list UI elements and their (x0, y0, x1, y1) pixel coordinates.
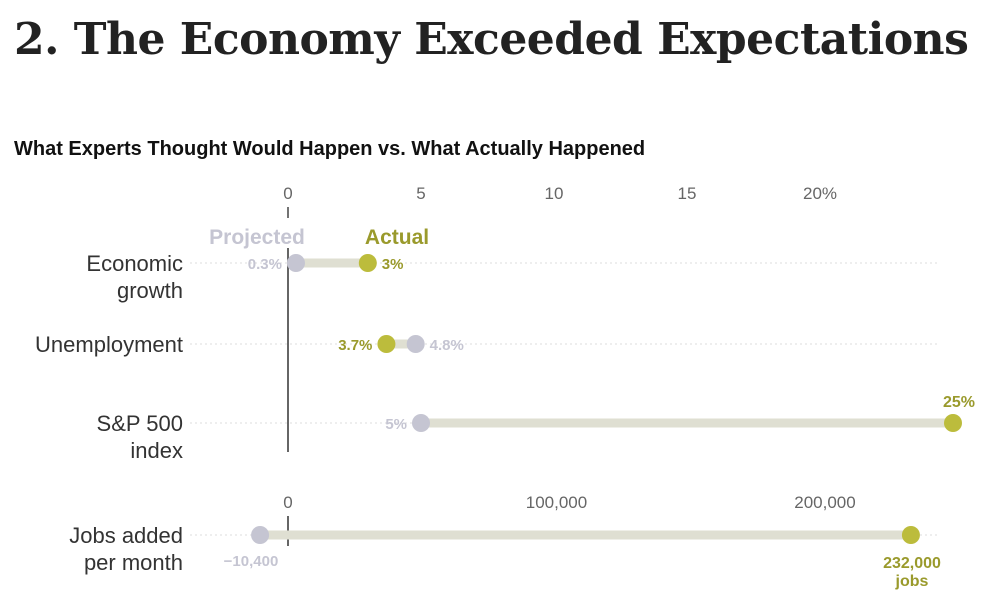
x-tick-label: 0 (283, 493, 292, 512)
legend-projected: Projected (209, 226, 305, 249)
projected-dot (406, 335, 425, 353)
x-tick-label: 10 (545, 184, 564, 203)
row-category-label: S&P 500 (97, 411, 183, 436)
row-category-label: Economic (86, 251, 183, 276)
actual-value-label: jobs (895, 573, 929, 590)
chart-subtitle: What Experts Thought Would Happen vs. Wh… (14, 138, 646, 160)
actual-value-label: 232,000 (883, 555, 941, 572)
x-tick-label: 200,000 (794, 493, 855, 512)
actual-value-label: 25% (943, 394, 975, 411)
actual-dot (944, 414, 962, 432)
x-tick-label: 100,000 (526, 493, 587, 512)
row-category-label: index (130, 438, 183, 463)
actual-value-label: 3% (382, 256, 404, 273)
page-headline: 2. The Economy Exceeded Expectations (14, 14, 969, 65)
projected-dot (412, 414, 430, 432)
legend-actual: Actual (365, 226, 429, 249)
projected-value-label: 4.8% (430, 337, 464, 354)
x-tick-label: 20% (803, 184, 837, 203)
projected-value-label: 0.3% (248, 256, 282, 273)
projected-value-label: 5% (385, 416, 407, 433)
x-tick-label: 0 (283, 184, 292, 203)
actual-dot (901, 526, 920, 544)
row-category-label: growth (117, 278, 183, 303)
actual-dot (358, 254, 377, 272)
actual-dot (377, 335, 396, 353)
projected-dot (251, 526, 270, 544)
projected-dot (286, 254, 305, 272)
projected-value-label: −10,400 (224, 553, 279, 570)
x-tick-label: 5 (416, 184, 425, 203)
row-category-label: Unemployment (35, 332, 183, 357)
actual-value-label: 3.7% (338, 337, 372, 354)
x-tick-label: 15 (678, 184, 697, 203)
row-category-label: per month (84, 550, 183, 575)
row-category-label: Jobs added (69, 523, 183, 548)
